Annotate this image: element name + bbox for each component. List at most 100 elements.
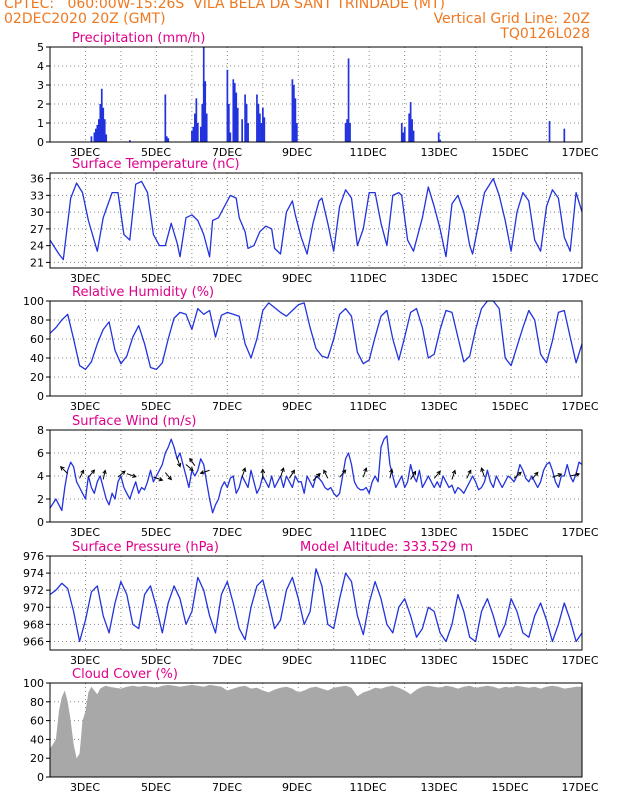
wind-arrow	[176, 457, 182, 468]
precip-bar	[403, 126, 406, 142]
humidity-line	[49, 300, 583, 371]
wind-arrow	[312, 472, 321, 481]
precip-bar	[102, 107, 105, 142]
humidity-panel: Relative Humidity (%) 0 20 40 60 80 100 3DEC 5DE…	[23, 285, 599, 413]
wind-panel: Surface Wind (m/s) 0 2 4 6 8 3DEC 5DEC 7DEC 9DEC 1…	[37, 414, 599, 539]
wind-xtick-label: 13DEC	[420, 526, 457, 539]
precip-bar	[408, 113, 410, 142]
wind-xtick-label: 15DEC	[491, 526, 528, 539]
precip-bar	[439, 140, 442, 142]
cloud-cover-ytick-label: 40	[30, 733, 44, 746]
precip-bar	[199, 126, 202, 142]
pressure-xtick-label: 5DEC	[141, 654, 171, 667]
precip-bar	[93, 132, 96, 142]
precip-bar	[263, 117, 266, 142]
humidity-xtick-label: 3DEC	[70, 400, 100, 413]
wind-arrow	[389, 468, 394, 479]
temperature-line	[49, 177, 583, 261]
cloud-cover-title: Cloud Cover (%)	[72, 667, 178, 682]
precip-bar	[256, 94, 258, 142]
precip-bar	[164, 94, 167, 142]
wind-title: Surface Wind (m/s)	[72, 414, 196, 429]
wind-arrow	[241, 467, 247, 478]
humidity-xtick-label: 13DEC	[420, 400, 457, 413]
precipitation-ytick-label: 0	[37, 136, 44, 149]
precip-bar	[294, 98, 297, 142]
pressure-ytick-label: 970	[23, 601, 44, 614]
wind-arrow	[126, 473, 137, 478]
wind-arrow	[164, 472, 172, 481]
cloud-cover-xtick-label: 15DEC	[491, 781, 528, 794]
precip-bar	[409, 102, 412, 142]
wind-ytick-label: 4	[37, 470, 44, 483]
pressure-xtick-label: 13DEC	[420, 654, 457, 667]
precip-bar	[103, 119, 106, 142]
precip-bar	[260, 123, 263, 142]
cloud-cover-xtick-label: 17DEC	[561, 781, 598, 794]
humidity-ytick-label: 80	[30, 314, 44, 327]
pressure-xtick-label: 3DEC	[70, 654, 100, 667]
wind-arrow	[466, 469, 472, 479]
precip-bar	[202, 47, 205, 142]
header-date: 02DEC2020 20Z (GMT)	[4, 11, 166, 27]
cloud-cover-panel: Cloud Cover (%) 0 20 40 60 80 100 3DEC 5DEC 7DEC 9…	[23, 667, 599, 794]
precipitation-ytick-label: 5	[37, 41, 44, 54]
precipitation-ytick-label: 4	[37, 60, 44, 73]
wind-ytick-label: 2	[37, 493, 44, 506]
pressure-line	[49, 568, 583, 643]
precip-bar	[228, 104, 230, 142]
temperature-title: Surface Temperature (nC)	[72, 157, 240, 172]
temperature-xtick-label: 13DEC	[420, 272, 457, 285]
precip-bar	[349, 123, 351, 142]
precipitation-ytick-label: 3	[37, 79, 44, 92]
pressure-ytick-label: 972	[23, 584, 44, 597]
wind-ytick-label: 6	[37, 447, 44, 460]
precip-bar	[295, 123, 298, 142]
temperature-xtick-label: 5DEC	[141, 272, 171, 285]
precip-bar	[196, 123, 199, 142]
precip-bar	[105, 134, 108, 142]
humidity-ytick-label: 0	[37, 390, 44, 403]
header-station: CPTEC: 060:00W-15:26S VILA BELA DA SANT …	[4, 0, 446, 12]
temperature-ytick-label: 27	[30, 223, 44, 236]
precip-bar	[233, 83, 236, 142]
temperature-ytick-label: 21	[30, 256, 44, 269]
temperature-xtick-label: 7DEC	[212, 272, 242, 285]
precip-bar	[229, 132, 232, 142]
precipitation-xtick-label: 9DEC	[282, 146, 312, 159]
precipitation-xtick-label: 17DEC	[561, 146, 598, 159]
precip-bar	[100, 88, 103, 142]
precip-bar	[232, 79, 235, 142]
pressure-xtick-label: 15DEC	[491, 654, 528, 667]
wind-arrow	[410, 470, 417, 480]
humidity-ytick-label: 20	[30, 371, 44, 384]
precip-bar	[247, 123, 249, 142]
temperature-ytick-label: 33	[30, 189, 44, 202]
precip-bar	[262, 107, 264, 142]
precip-bar	[344, 123, 347, 142]
wind-arrow	[59, 465, 69, 475]
pressure-title: Surface Pressure (hPa)	[72, 540, 219, 555]
precip-bar	[96, 124, 99, 142]
wind-arrow	[323, 469, 329, 479]
model-altitude-label: Model Altitude: 333.529 m	[300, 540, 473, 555]
wind-xtick-label: 5DEC	[141, 526, 171, 539]
humidity-ytick-label: 100	[23, 295, 44, 308]
cloud-cover-ytick-label: 0	[37, 771, 44, 784]
precipitation-xtick-label: 15DEC	[491, 146, 528, 159]
cloud-cover-ytick-label: 20	[30, 752, 44, 765]
wind-arrow	[102, 469, 107, 480]
cloud-cover-ytick-label: 100	[23, 677, 44, 690]
temperature-ytick-label: 24	[30, 240, 44, 253]
header-model-code: TQ0126L028	[500, 26, 590, 42]
cloud-cover-xtick-label: 7DEC	[212, 781, 242, 794]
humidity-ytick-label: 60	[30, 333, 44, 346]
precipitation-ytick-label: 2	[37, 98, 44, 111]
precip-bar	[346, 119, 348, 142]
precip-bar	[129, 140, 131, 142]
pressure-ytick-label: 968	[23, 618, 44, 631]
wind-arrow	[280, 467, 285, 478]
wind-arrow	[79, 469, 85, 479]
precip-bar	[437, 132, 440, 142]
precip-bar	[563, 128, 566, 142]
